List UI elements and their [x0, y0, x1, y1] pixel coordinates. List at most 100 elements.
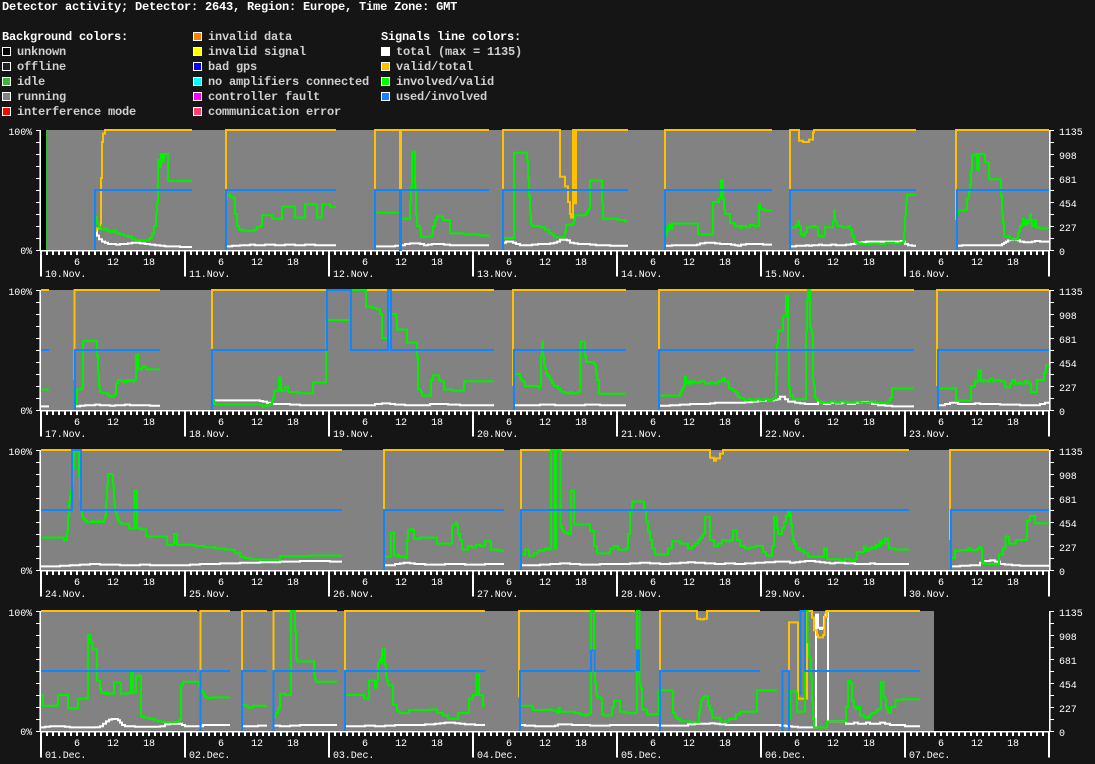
- svg-text:0%: 0%: [20, 728, 32, 739]
- svg-text:100%: 100%: [8, 128, 32, 139]
- svg-text:25.Nov.: 25.Nov.: [189, 590, 230, 601]
- svg-text:15.Nov.: 15.Nov.: [765, 270, 806, 281]
- svg-text:18: 18: [575, 418, 587, 429]
- svg-text:18: 18: [287, 578, 299, 589]
- svg-text:29.Nov.: 29.Nov.: [765, 590, 806, 601]
- svg-text:681: 681: [1059, 496, 1077, 507]
- svg-text:12: 12: [683, 258, 695, 269]
- svg-text:227: 227: [1059, 224, 1077, 235]
- svg-text:6: 6: [794, 578, 800, 589]
- svg-text:6: 6: [74, 418, 80, 429]
- svg-text:10.Nov.: 10.Nov.: [45, 270, 86, 281]
- svg-text:18: 18: [287, 739, 299, 750]
- svg-text:16.Nov.: 16.Nov.: [909, 270, 950, 281]
- svg-text:18: 18: [863, 739, 875, 750]
- svg-text:18: 18: [719, 258, 731, 269]
- svg-text:12: 12: [395, 258, 407, 269]
- svg-text:18: 18: [575, 739, 587, 750]
- svg-text:18: 18: [575, 578, 587, 589]
- svg-text:18: 18: [719, 578, 731, 589]
- svg-text:0%: 0%: [20, 247, 32, 258]
- svg-text:908: 908: [1059, 472, 1077, 483]
- svg-text:26.Nov.: 26.Nov.: [333, 590, 374, 601]
- svg-text:12.Nov.: 12.Nov.: [333, 270, 374, 281]
- svg-text:454: 454: [1059, 520, 1077, 531]
- svg-text:14.Nov.: 14.Nov.: [621, 270, 662, 281]
- svg-text:6: 6: [650, 739, 656, 750]
- svg-text:18: 18: [287, 258, 299, 269]
- svg-text:6: 6: [650, 418, 656, 429]
- svg-text:6: 6: [74, 258, 80, 269]
- svg-text:18: 18: [143, 739, 155, 750]
- svg-text:18: 18: [575, 258, 587, 269]
- svg-text:30.Nov.: 30.Nov.: [909, 590, 950, 601]
- svg-text:01.Dec.: 01.Dec.: [45, 751, 86, 762]
- svg-text:6: 6: [218, 418, 224, 429]
- svg-text:6: 6: [506, 258, 512, 269]
- svg-text:18: 18: [431, 258, 443, 269]
- svg-text:1135: 1135: [1059, 609, 1083, 620]
- svg-text:0%: 0%: [20, 407, 32, 418]
- svg-text:6: 6: [938, 418, 944, 429]
- svg-text:12: 12: [251, 258, 263, 269]
- svg-text:227: 227: [1059, 544, 1077, 555]
- svg-text:6: 6: [362, 418, 368, 429]
- svg-text:12: 12: [107, 578, 119, 589]
- svg-text:17.Nov.: 17.Nov.: [45, 430, 86, 441]
- svg-text:28.Nov.: 28.Nov.: [621, 590, 662, 601]
- svg-text:20.Nov.: 20.Nov.: [477, 430, 518, 441]
- svg-text:6: 6: [938, 578, 944, 589]
- svg-text:6: 6: [218, 739, 224, 750]
- svg-text:12: 12: [251, 578, 263, 589]
- svg-text:18: 18: [1007, 258, 1019, 269]
- svg-text:18: 18: [719, 739, 731, 750]
- svg-text:12: 12: [251, 739, 263, 750]
- svg-text:100%: 100%: [8, 609, 32, 620]
- svg-text:6: 6: [218, 578, 224, 589]
- svg-text:18: 18: [863, 258, 875, 269]
- svg-text:6: 6: [362, 739, 368, 750]
- svg-text:03.Dec.: 03.Dec.: [333, 751, 374, 762]
- svg-text:0: 0: [1059, 248, 1065, 259]
- svg-text:19.Nov.: 19.Nov.: [333, 430, 374, 441]
- svg-text:908: 908: [1059, 152, 1077, 163]
- svg-text:12: 12: [683, 418, 695, 429]
- svg-text:18: 18: [287, 418, 299, 429]
- svg-text:6: 6: [650, 578, 656, 589]
- svg-text:18.Nov.: 18.Nov.: [189, 430, 230, 441]
- svg-text:6: 6: [938, 739, 944, 750]
- svg-text:12: 12: [539, 418, 551, 429]
- svg-text:18: 18: [1007, 739, 1019, 750]
- svg-text:18: 18: [143, 258, 155, 269]
- svg-text:0: 0: [1059, 408, 1065, 419]
- svg-text:6: 6: [794, 739, 800, 750]
- svg-text:6: 6: [506, 739, 512, 750]
- svg-text:12: 12: [395, 418, 407, 429]
- svg-text:454: 454: [1059, 200, 1077, 211]
- svg-text:6: 6: [794, 418, 800, 429]
- svg-text:6: 6: [650, 258, 656, 269]
- svg-text:12: 12: [539, 739, 551, 750]
- svg-text:27.Nov.: 27.Nov.: [477, 590, 518, 601]
- svg-text:227: 227: [1059, 705, 1077, 716]
- svg-text:12: 12: [827, 578, 839, 589]
- svg-text:6: 6: [794, 258, 800, 269]
- svg-text:6: 6: [362, 258, 368, 269]
- svg-text:1135: 1135: [1059, 128, 1083, 139]
- svg-text:1135: 1135: [1059, 448, 1083, 459]
- svg-text:908: 908: [1059, 633, 1077, 644]
- svg-text:12: 12: [107, 739, 119, 750]
- svg-text:12: 12: [971, 258, 983, 269]
- svg-text:6: 6: [506, 578, 512, 589]
- svg-text:12: 12: [395, 578, 407, 589]
- svg-text:23.Nov.: 23.Nov.: [909, 430, 950, 441]
- svg-text:02.Dec.: 02.Dec.: [189, 751, 230, 762]
- svg-text:18: 18: [1007, 418, 1019, 429]
- svg-text:12: 12: [539, 258, 551, 269]
- svg-text:18: 18: [1007, 578, 1019, 589]
- svg-text:12: 12: [971, 578, 983, 589]
- svg-text:18: 18: [431, 578, 443, 589]
- svg-text:18: 18: [431, 739, 443, 750]
- svg-text:12: 12: [251, 418, 263, 429]
- svg-text:12: 12: [395, 739, 407, 750]
